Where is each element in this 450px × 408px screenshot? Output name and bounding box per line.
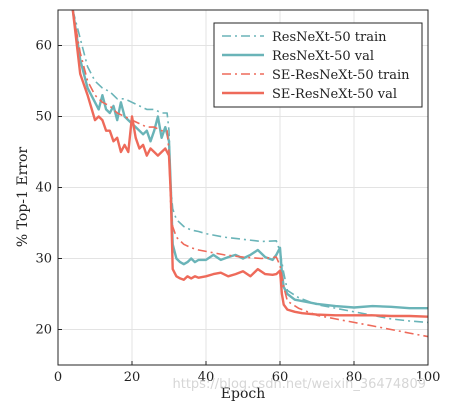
series-line-0 [72,10,428,324]
y-tick-label: 50 [35,110,52,125]
y-tick-label: 60 [35,39,52,54]
legend-label-2: SE-ResNeXt-50 train [272,68,410,83]
y-tick-label: 40 [35,181,52,196]
y-axis-label: % Top-1 Error [15,147,31,248]
x-tick-label: 0 [54,370,62,385]
y-tick-label: 30 [35,252,52,267]
y-tick-label: 20 [35,323,52,338]
legend: ResNeXt-50 train ResNeXt-50 val SE-ResNeXt… [213,22,423,108]
x-axis-label: Epoch [221,386,265,402]
x-tick-label: 40 [198,370,215,385]
legend-label-1: ResNeXt-50 val [272,49,374,64]
watermark: https://blog.csdn.net/weixin_36474809 [172,377,426,392]
legend-label-3: SE-ResNeXt-50 val [272,87,397,102]
x-tick-label: 80 [346,370,363,385]
series-layer [71,10,428,338]
ticks: 0 20 40 60 80 100 20 30 40 50 60 [35,39,440,386]
x-tick-label: 20 [124,370,141,385]
x-tick-label: 60 [272,370,289,385]
series-line-3 [71,10,428,318]
x-tick-label: 100 [416,370,441,385]
legend-label-0: ResNeXt-50 train [272,30,387,45]
